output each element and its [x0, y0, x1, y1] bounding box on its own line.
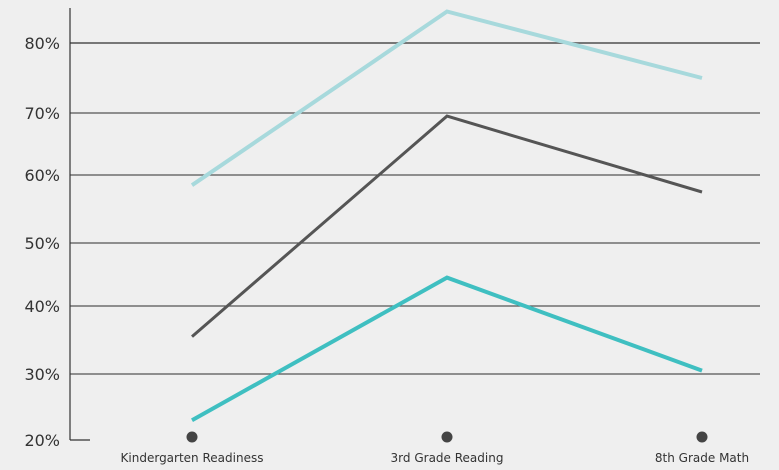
series-line	[192, 12, 702, 186]
series-line	[192, 278, 702, 421]
y-tick-label: 60%	[24, 166, 60, 185]
x-tick-label: 3rd Grade Reading	[391, 451, 504, 465]
x-tick-label: 8th Grade Math	[655, 451, 749, 465]
y-tick-label: 20%	[24, 431, 60, 450]
y-tick-label: 50%	[24, 234, 60, 253]
category-marker	[442, 432, 453, 443]
x-tick-label: Kindergarten Readiness	[121, 451, 264, 465]
y-tick-label: 80%	[24, 34, 60, 53]
category-marker	[187, 432, 198, 443]
series-line	[192, 116, 702, 337]
y-tick-label: 30%	[24, 365, 60, 384]
y-tick-label: 70%	[24, 104, 60, 123]
y-tick-label: 40%	[24, 297, 60, 316]
category-marker	[697, 432, 708, 443]
